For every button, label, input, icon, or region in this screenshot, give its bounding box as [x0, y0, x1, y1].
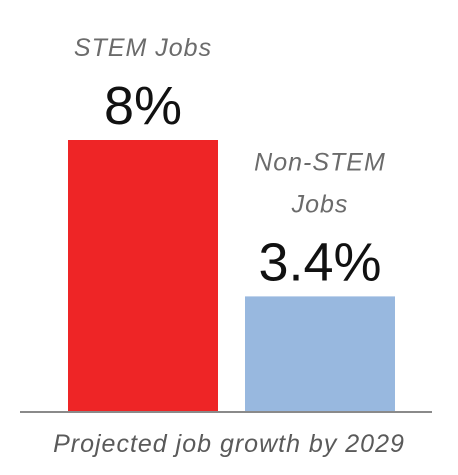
- labels-layer: 8% STEM Jobs 3.4% Non-STEM Jobs: [74, 34, 386, 292]
- category-label-non-stem-line-2: Jobs: [291, 190, 349, 218]
- bar-non-stem: [245, 296, 395, 412]
- x-axis-caption: Projected job growth by 2029: [53, 430, 405, 458]
- value-label-non-stem: 3.4%: [258, 232, 381, 292]
- bars-layer: [68, 140, 395, 412]
- category-label-stem-line-1: STEM Jobs: [74, 34, 212, 62]
- value-label-stem: 8%: [104, 76, 182, 136]
- bar-stem: [68, 140, 218, 412]
- category-label-non-stem-line-1: Non-STEM: [254, 148, 386, 176]
